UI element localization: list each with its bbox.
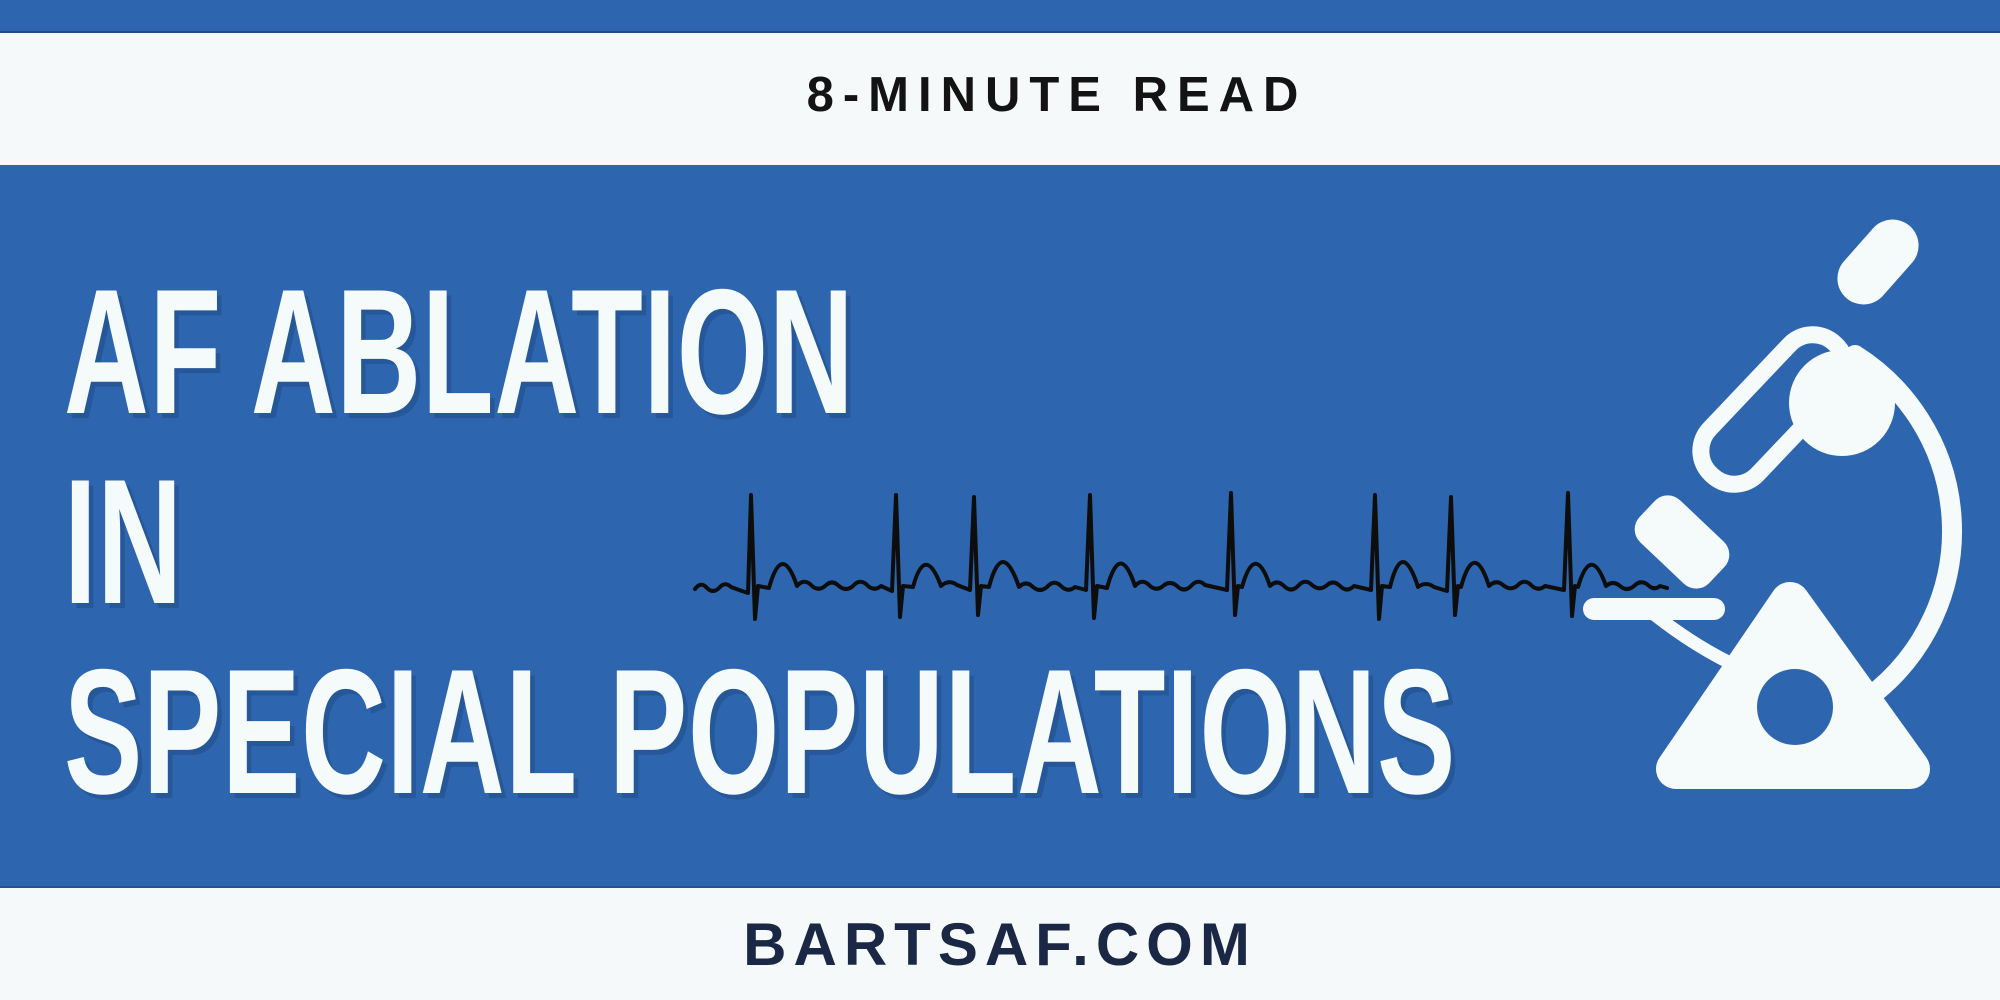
title-line-3: SPECIAL POPULATIONS [64, 632, 1457, 831]
page-title: AF ABLATION IN SPECIAL POPULATIONS [64, 257, 1456, 827]
top-blue-bar [0, 0, 2000, 33]
main-panel: AF ABLATION IN SPECIAL POPULATIONS [0, 165, 2000, 888]
title-line-2: IN [64, 442, 183, 641]
microscope-icon [1583, 219, 1962, 789]
read-time-band: 8-MINUTE READ [0, 33, 2000, 165]
site-url-label: BARTSAF.COM [743, 910, 1257, 978]
footer-band: BARTSAF.COM [0, 888, 2000, 1000]
title-line-1: AF ABLATION [64, 252, 855, 451]
read-time-label: 8-MINUTE READ [806, 68, 1308, 122]
ecg-trace-icon [693, 491, 1669, 621]
